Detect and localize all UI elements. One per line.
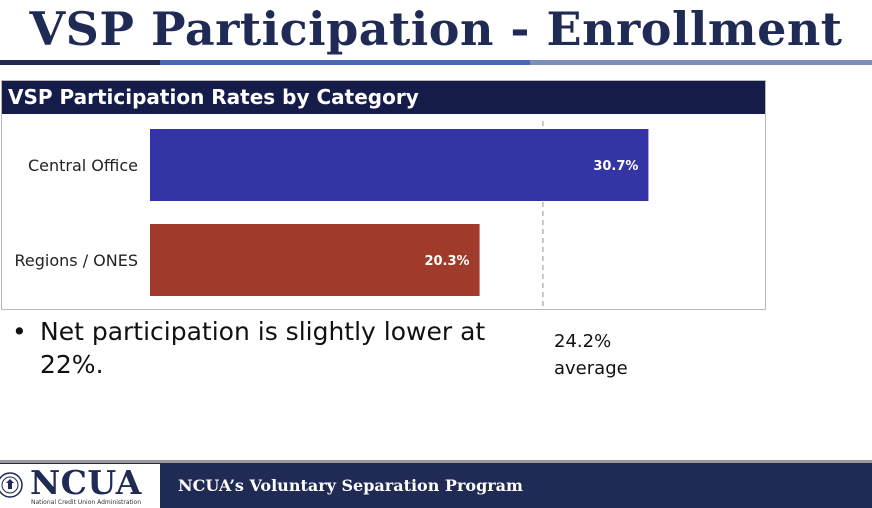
- ncua-logo: NCUA National Credit Union Administratio…: [0, 464, 160, 508]
- average-annotation: 24.2% average: [554, 328, 664, 382]
- footer-program-title: NCUA’s Voluntary Separation Program: [178, 476, 523, 495]
- slide-title: VSP Participation - Enrollment: [29, 2, 843, 56]
- chart-container: Central Office 30.7% Regions / ONES 20.3% V…: [1, 80, 766, 310]
- ncua-seal-icon: [0, 472, 23, 498]
- bar-0: [150, 129, 649, 201]
- chart-title: VSP Participation Rates by Category: [2, 81, 765, 114]
- bullet-dot: •: [12, 317, 27, 346]
- bar-chart: Central Office 30.7% Regions / ONES 20.3%: [15, 121, 649, 310]
- logo-subtext: National Credit Union Administration: [31, 499, 142, 506]
- data-label-0: 30.7%: [593, 159, 638, 174]
- average-value: 24.2%: [554, 331, 612, 352]
- average-label: average: [554, 358, 628, 379]
- bullet-text: Net participation is slightly lower at 2…: [40, 317, 486, 379]
- title-rule-right: [530, 60, 872, 65]
- bar-1: [150, 224, 480, 296]
- footer-top-rule: [0, 460, 872, 464]
- title-rule-mid: [160, 60, 530, 65]
- title-rule-left: [0, 60, 160, 65]
- logo-wordmark: NCUA: [30, 463, 142, 502]
- data-label-1: 20.3%: [424, 254, 469, 269]
- category-label-0: Central Office: [28, 156, 138, 175]
- category-label-1: Regions / ONES: [15, 251, 139, 270]
